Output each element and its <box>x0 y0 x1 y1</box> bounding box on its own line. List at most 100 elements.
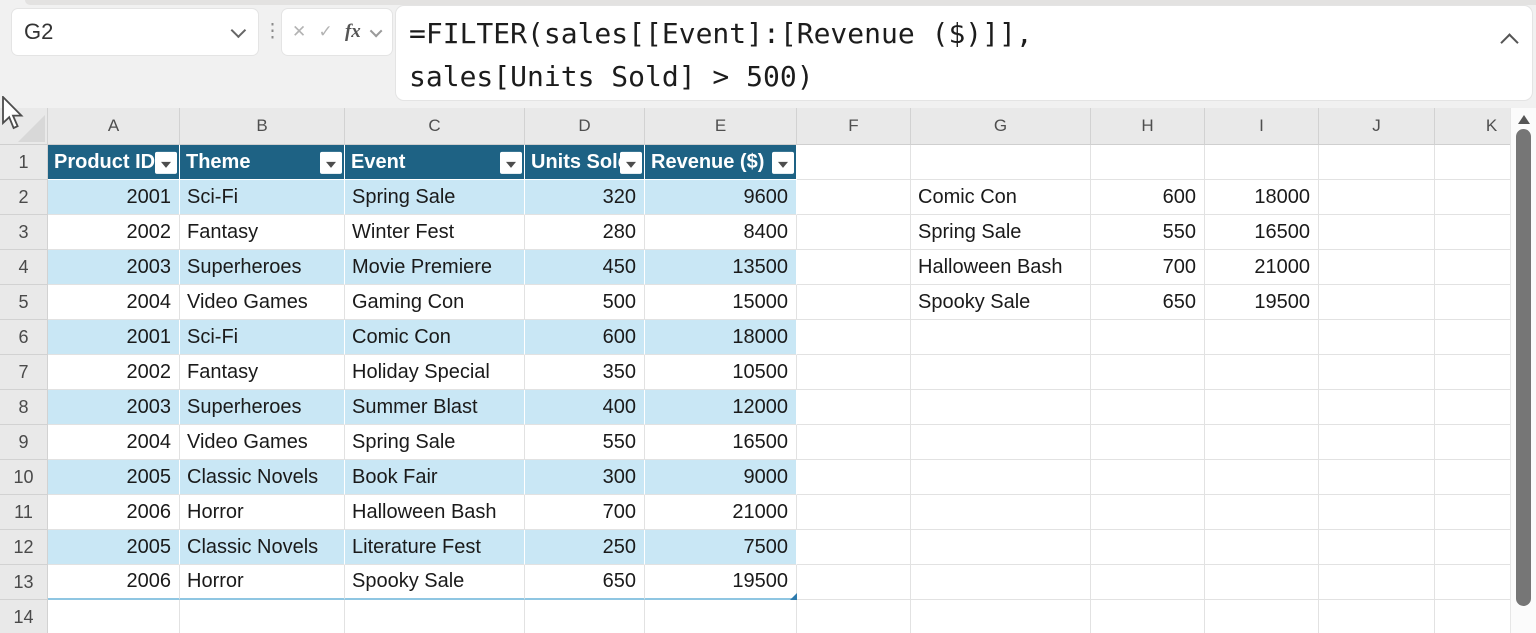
cell-f9[interactable] <box>797 425 911 460</box>
cell-b1[interactable]: Theme <box>180 145 345 180</box>
cell-i13[interactable] <box>1205 565 1319 600</box>
cell-e2[interactable]: 9600 <box>645 180 797 215</box>
cell-e11[interactable]: 21000 <box>645 495 797 530</box>
cell-c5[interactable]: Gaming Con <box>345 285 525 320</box>
cell-g5[interactable]: Spooky Sale <box>911 285 1091 320</box>
column-header-h[interactable]: H <box>1091 108 1205 145</box>
row-header-9[interactable]: 9 <box>0 425 48 460</box>
cell-e6[interactable]: 18000 <box>645 320 797 355</box>
cell-a5[interactable]: 2004 <box>48 285 180 320</box>
column-header-f[interactable]: F <box>797 108 911 145</box>
cell-j8[interactable] <box>1319 390 1435 425</box>
cell-i10[interactable] <box>1205 460 1319 495</box>
cell-h10[interactable] <box>1091 460 1205 495</box>
enter-icon[interactable]: ✓ <box>318 22 333 41</box>
cell-d7[interactable]: 350 <box>525 355 645 390</box>
cell-g1[interactable] <box>911 145 1091 180</box>
cell-f11[interactable] <box>797 495 911 530</box>
cell-b4[interactable]: Superheroes <box>180 250 345 285</box>
cell-j2[interactable] <box>1319 180 1435 215</box>
formula-dropdown-chevron-icon[interactable] <box>369 24 383 37</box>
row-header-1[interactable]: 1 <box>0 145 48 180</box>
cell-g11[interactable] <box>911 495 1091 530</box>
filter-button[interactable] <box>500 151 522 174</box>
cell-a11[interactable]: 2006 <box>48 495 180 530</box>
column-header-b[interactable]: B <box>180 108 345 145</box>
row-header-5[interactable]: 5 <box>0 285 48 320</box>
cell-b11[interactable]: Horror <box>180 495 345 530</box>
cell-a13[interactable]: 2006 <box>48 565 180 600</box>
cell-b8[interactable]: Superheroes <box>180 390 345 425</box>
cell-g3[interactable]: Spring Sale <box>911 215 1091 250</box>
cell-i3[interactable]: 16500 <box>1205 215 1319 250</box>
column-header-e[interactable]: E <box>645 108 797 145</box>
cell-f6[interactable] <box>797 320 911 355</box>
cell-j7[interactable] <box>1319 355 1435 390</box>
cell-c11[interactable]: Halloween Bash <box>345 495 525 530</box>
cell-f2[interactable] <box>797 180 911 215</box>
cell-f14[interactable] <box>797 600 911 633</box>
cell-i12[interactable] <box>1205 530 1319 565</box>
cell-g8[interactable] <box>911 390 1091 425</box>
cell-j1[interactable] <box>1319 145 1435 180</box>
cell-g2[interactable]: Comic Con <box>911 180 1091 215</box>
cell-i8[interactable] <box>1205 390 1319 425</box>
cell-a9[interactable]: 2004 <box>48 425 180 460</box>
cell-h3[interactable]: 550 <box>1091 215 1205 250</box>
more-options-icon[interactable]: ⋮ <box>263 21 282 42</box>
cell-c8[interactable]: Summer Blast <box>345 390 525 425</box>
cell-d14[interactable] <box>525 600 645 633</box>
cell-i14[interactable] <box>1205 600 1319 633</box>
cell-b9[interactable]: Video Games <box>180 425 345 460</box>
cell-h12[interactable] <box>1091 530 1205 565</box>
cell-h7[interactable] <box>1091 355 1205 390</box>
cell-d10[interactable]: 300 <box>525 460 645 495</box>
row-header-14[interactable]: 14 <box>0 600 48 633</box>
filter-button[interactable] <box>155 151 177 174</box>
cell-e9[interactable]: 16500 <box>645 425 797 460</box>
cell-c13[interactable]: Spooky Sale <box>345 565 525 600</box>
scrollbar-thumb[interactable] <box>1516 129 1531 606</box>
row-header-2[interactable]: 2 <box>0 180 48 215</box>
cell-c14[interactable] <box>345 600 525 633</box>
formula-input[interactable]: =FILTER(sales[[Event]:[Revenue ($)]], sa… <box>396 6 1532 100</box>
filter-button[interactable] <box>320 151 342 174</box>
cancel-icon[interactable]: ✕ <box>292 22 307 41</box>
cell-h11[interactable] <box>1091 495 1205 530</box>
cell-f13[interactable] <box>797 565 911 600</box>
cell-i6[interactable] <box>1205 320 1319 355</box>
cell-b14[interactable] <box>180 600 345 633</box>
cell-d1[interactable]: Units Sold <box>525 145 645 180</box>
cell-a4[interactable]: 2003 <box>48 250 180 285</box>
row-header-13[interactable]: 13 <box>0 565 48 600</box>
cell-e7[interactable]: 10500 <box>645 355 797 390</box>
cell-i5[interactable]: 19500 <box>1205 285 1319 320</box>
cell-c6[interactable]: Comic Con <box>345 320 525 355</box>
cell-d5[interactable]: 500 <box>525 285 645 320</box>
cell-i2[interactable]: 18000 <box>1205 180 1319 215</box>
column-header-i[interactable]: I <box>1205 108 1319 145</box>
cell-d11[interactable]: 700 <box>525 495 645 530</box>
cell-e4[interactable]: 13500 <box>645 250 797 285</box>
cell-f7[interactable] <box>797 355 911 390</box>
cell-f5[interactable] <box>797 285 911 320</box>
cell-c7[interactable]: Holiday Special <box>345 355 525 390</box>
cell-h9[interactable] <box>1091 425 1205 460</box>
cell-g4[interactable]: Halloween Bash <box>911 250 1091 285</box>
cell-a10[interactable]: 2005 <box>48 460 180 495</box>
row-header-8[interactable]: 8 <box>0 390 48 425</box>
cell-h8[interactable] <box>1091 390 1205 425</box>
cell-e5[interactable]: 15000 <box>645 285 797 320</box>
cell-j3[interactable] <box>1319 215 1435 250</box>
cell-e12[interactable]: 7500 <box>645 530 797 565</box>
vertical-scrollbar[interactable] <box>1510 108 1536 633</box>
cell-d2[interactable]: 320 <box>525 180 645 215</box>
cell-b7[interactable]: Fantasy <box>180 355 345 390</box>
insert-function-icon[interactable]: fx <box>344 21 361 42</box>
cell-i1[interactable] <box>1205 145 1319 180</box>
cell-j6[interactable] <box>1319 320 1435 355</box>
cell-a8[interactable]: 2003 <box>48 390 180 425</box>
cell-h1[interactable] <box>1091 145 1205 180</box>
cell-h6[interactable] <box>1091 320 1205 355</box>
cell-i9[interactable] <box>1205 425 1319 460</box>
